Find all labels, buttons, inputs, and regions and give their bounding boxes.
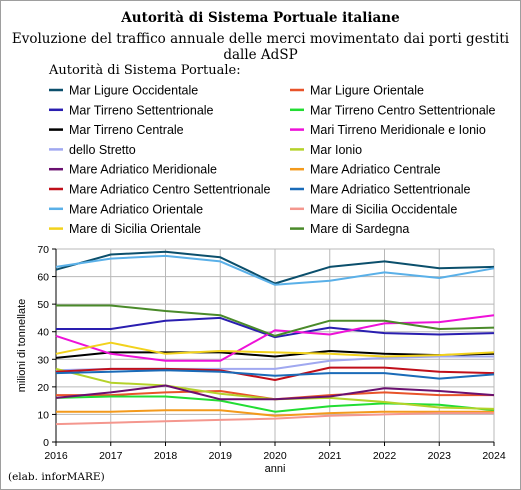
y-tick-label: 20: [37, 382, 49, 394]
legend-label-mare-di-sicilia-orientale: Mare di Sicilia Orientale: [69, 222, 201, 236]
legend-label-mar-ligure-orientale: Mar Ligure Orientale: [310, 84, 424, 98]
series-line-mare-adriatico-settentrionale: [55, 369, 495, 380]
series-line-mare-adriatico-orientale: [55, 254, 495, 286]
legend-label-mare-adriatico-settentrionale: Mare Adriatico Settentrionale: [310, 183, 471, 197]
legend-label-mare-di-sicilia-occidentale: Mare di Sicilia Occidentale: [310, 202, 457, 216]
series-line-mare-di-sicilia-orientale: [55, 341, 495, 358]
y-tick-label: 50: [37, 299, 49, 311]
legend-label-mar-tirreno-centrale: Mar Tirreno Centrale: [69, 123, 184, 137]
x-tick-label: 2022: [373, 450, 397, 462]
legend-label-mar-tirreno-settentrionale: Mar Tirreno Settentrionale: [69, 103, 214, 117]
legend-label-mar-tirreno-centro-settentrionale: Mar Tirreno Centro Settentrionale: [310, 103, 496, 117]
series-line-mar-ligure-occidentale: [55, 250, 495, 285]
series-line-mare-adriatico-centro-settentrionale: [55, 366, 495, 381]
legend-title: Autorità di Sistema Portuale:: [49, 63, 241, 78]
y-tick-label: 10: [37, 409, 49, 421]
x-tick-label: 2018: [154, 450, 178, 462]
series-line-mare-adriatico-meridionale: [55, 384, 495, 401]
y-tick-label: 70: [37, 244, 49, 256]
legend-label-mare-adriatico-meridionale: Mare Adriatico Meridionale: [69, 163, 217, 177]
series-line-mari-tirreno-meridionale-e-ionio: [55, 314, 495, 362]
legend-label-mare-adriatico-orientale: Mare Adriatico Orientale: [69, 202, 203, 216]
x-tick-label: 2016: [44, 450, 68, 462]
x-tick-label: 2021: [318, 450, 342, 462]
legend-label-mare-adriatico-centro-settentrionale: Mare Adriatico Centro Settentrionale: [69, 183, 271, 197]
chart-subtitle: Evoluzione del traffico annuale delle me…: [11, 31, 510, 63]
x-tick-label: 2023: [428, 450, 452, 462]
legend-label-mare-adriatico-centrale: Mare Adriatico Centrale: [310, 163, 441, 177]
series-line-mare-adriatico-centrale: [56, 409, 494, 417]
legend-label-mare-di-sardegna: Mare di Sardegna: [310, 222, 409, 236]
legend-label-dello-stretto: dello Stretto: [69, 143, 136, 157]
series-line-mare-di-sicilia-occidentale: [55, 412, 494, 426]
series-line-mare-di-sardegna: [56, 304, 495, 337]
x-tick-label: 2024: [482, 450, 506, 462]
legend-label-mar-ligure-occidentale: Mar Ligure Occidentale: [69, 84, 198, 98]
y-tick-label: 40: [37, 327, 49, 339]
x-tick-label: 2017: [99, 450, 123, 462]
y-tick-label: 60: [37, 272, 49, 284]
y-tick-label: 30: [37, 354, 49, 366]
legend-label-mari-tirreno-meridionale-e-ionio: Mari Tirreno Meridionale e Ionio: [310, 123, 486, 137]
y-tick-label: 0: [43, 437, 49, 449]
legend-label-mar-ionio: Mar Ionio: [310, 143, 362, 157]
x-axis-label: anni: [265, 463, 286, 475]
series-line-mar-tirreno-settentrionale: [56, 316, 495, 339]
credit-note: (elab. inforMARE): [8, 471, 105, 483]
chart-title: Autorità di Sistema Portuale italiane: [121, 10, 400, 26]
x-tick-label: 2019: [209, 450, 233, 462]
x-tick-label: 2020: [263, 450, 287, 462]
y-axis-label: milioni di tonnellate: [16, 299, 28, 393]
series-line-mar-tirreno-centro-settentrionale: [55, 395, 495, 413]
